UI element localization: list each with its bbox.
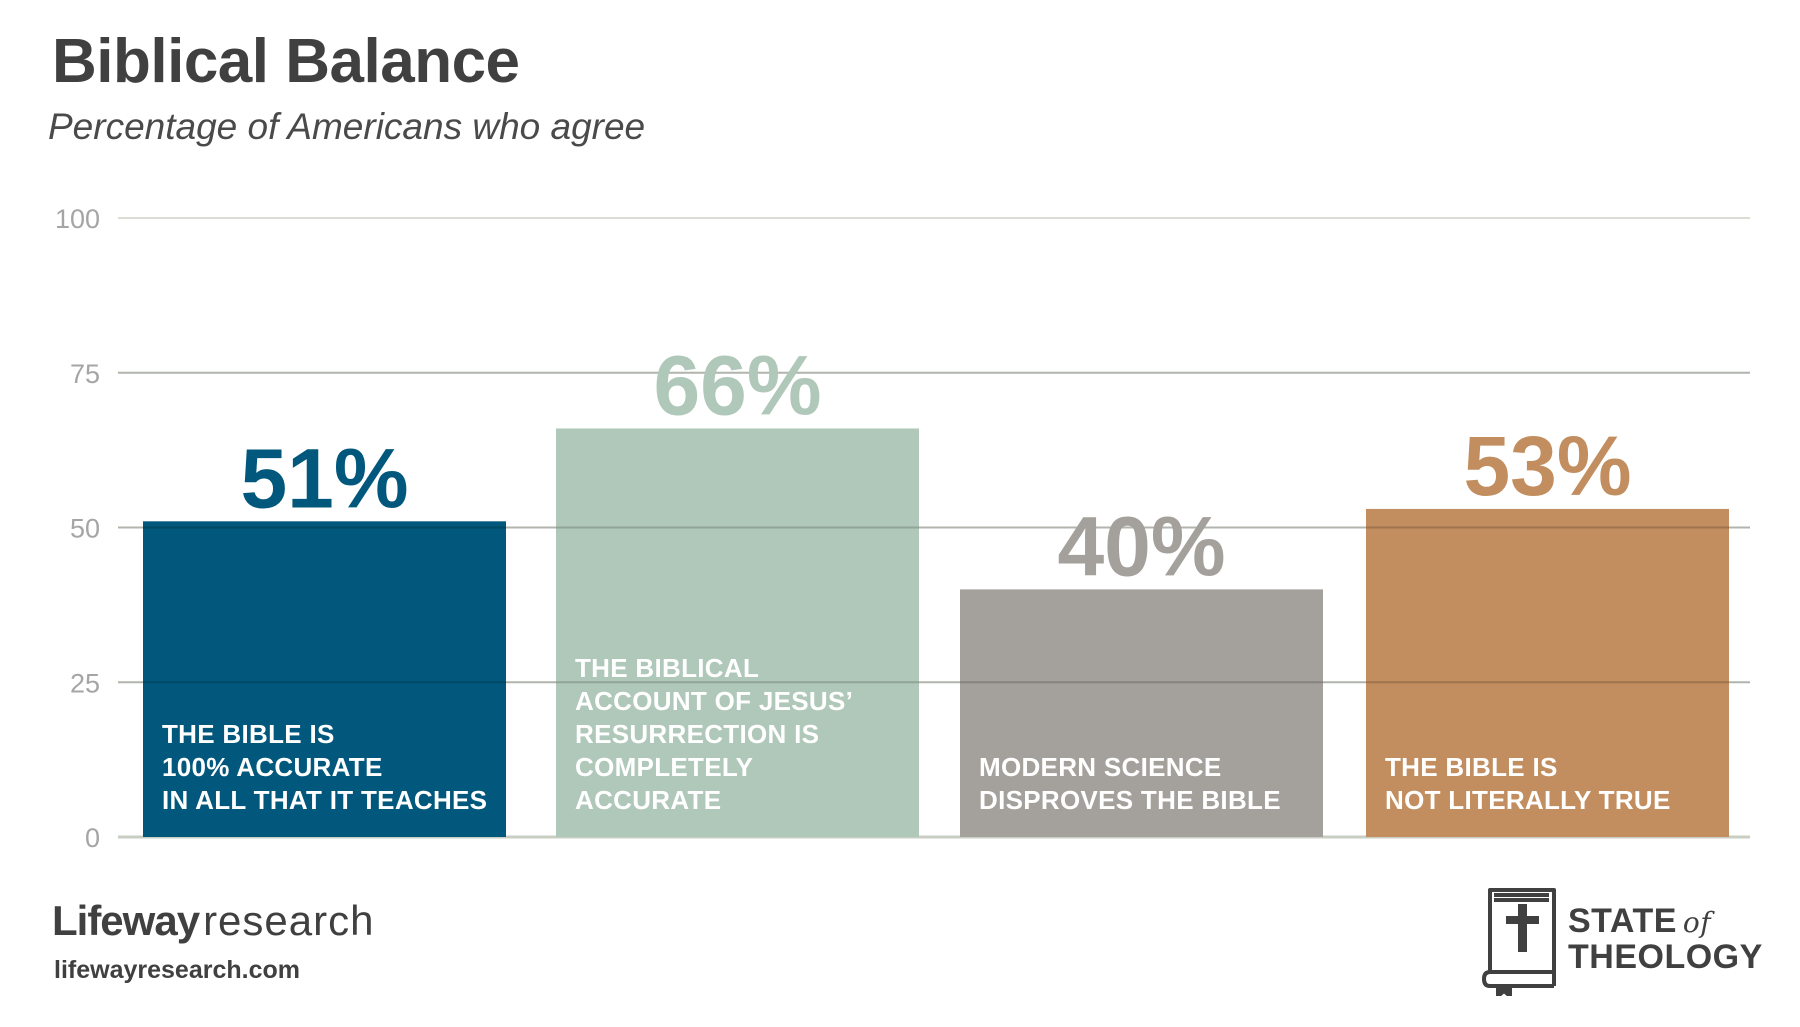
- chart-title: Biblical Balance: [52, 27, 520, 96]
- bar-1: [143, 521, 506, 837]
- chart-subtitle: Percentage of Americans who agree: [48, 106, 646, 147]
- value-label: 53%: [1463, 419, 1631, 513]
- gridlines-over-bars: [118, 371, 1750, 684]
- value-label: 40%: [1057, 499, 1225, 593]
- y-tick-label: 0: [85, 823, 100, 853]
- cross-icon: [1506, 904, 1539, 952]
- value-label: 66%: [653, 338, 821, 432]
- value-label: 51%: [240, 431, 408, 525]
- sot-word-of: of: [1682, 906, 1712, 939]
- lifeway-url: lifewayresearch.com: [54, 956, 300, 984]
- y-tick-label: 25: [70, 668, 100, 698]
- value-labels: 51% 66% 40% 53%: [240, 338, 1631, 593]
- bar-4: [1366, 508, 1729, 837]
- bar-3: [960, 589, 1323, 837]
- category-label: THE BIBLE IS NOT LITERALLY TRUE: [1385, 752, 1671, 815]
- lifeway-logo-name: Lifeway: [52, 897, 200, 944]
- state-of-theology-wordmark: STATE of THEOLOGY: [1568, 904, 1763, 974]
- bar-chart: 0 25 50 75 100 51% 66% 40% 53%: [55, 204, 1750, 853]
- state-of-theology-logo: [1482, 888, 1556, 996]
- y-tick-label: 100: [55, 204, 100, 234]
- sot-word-state: STATE: [1568, 902, 1677, 940]
- bible-book-icon: [1482, 888, 1556, 996]
- category-label: MODERN SCIENCE DISPROVES THE BIBLE: [979, 752, 1281, 815]
- category-label: THE BIBLE IS 100% ACCURATE IN ALL THAT I…: [162, 719, 488, 815]
- category-label: THE BIBLICAL ACCOUNT OF JESUS’ RESURRECT…: [575, 653, 854, 815]
- y-tick-label: 75: [70, 359, 100, 389]
- y-axis-ticks: 0 25 50 75 100: [55, 204, 100, 853]
- y-tick-label: 50: [70, 514, 100, 544]
- lifeway-research-logo: Lifewayresearch: [52, 900, 374, 942]
- bars: [143, 428, 1729, 837]
- lifeway-logo-suffix: research: [203, 897, 375, 944]
- bar-2: [556, 428, 919, 837]
- sot-word-theology: THEOLOGY: [1568, 938, 1763, 976]
